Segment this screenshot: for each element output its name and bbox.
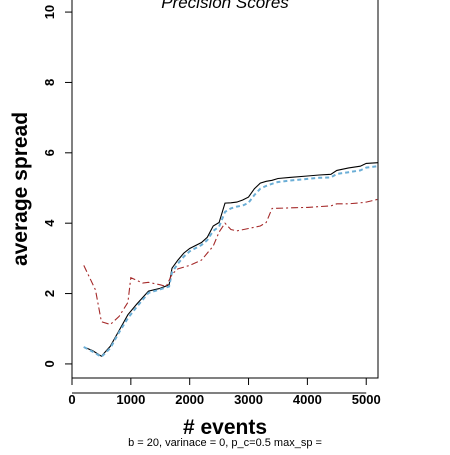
- x-tick-label: 4000: [293, 392, 322, 407]
- x-tick-label: 0: [68, 392, 75, 407]
- y-tick-label: 4: [42, 219, 57, 227]
- x-tick-label: 1000: [116, 392, 145, 407]
- y-axis-title: average spread: [9, 112, 32, 266]
- x-tick-label: 2000: [175, 392, 204, 407]
- plot-frame: [71, 0, 379, 379]
- x-axis-title: # events: [183, 416, 267, 439]
- series-line-2: [83, 165, 378, 359]
- x-tick-label: 5000: [352, 392, 381, 407]
- chart-caption: b = 20, varinace = 0, p_c=0.5 max_sp =: [128, 437, 322, 449]
- y-tick-label: 0: [42, 360, 57, 367]
- y-tick-label: 6: [42, 149, 57, 156]
- y-axis: 0 2 4 6 8 10: [42, 5, 72, 368]
- y-tick-label: 8: [42, 79, 57, 86]
- x-axis: 0 1000 2000 3000 4000 5000: [68, 378, 381, 407]
- series-layer: [83, 162, 378, 359]
- y-tick-label: 10: [42, 5, 57, 19]
- series-line-1: [83, 162, 378, 357]
- series-line-3: [83, 198, 378, 326]
- x-tick-label: 3000: [234, 392, 263, 407]
- chart-title: Precision Scores: [161, 0, 289, 12]
- y-tick-label: 2: [42, 290, 57, 297]
